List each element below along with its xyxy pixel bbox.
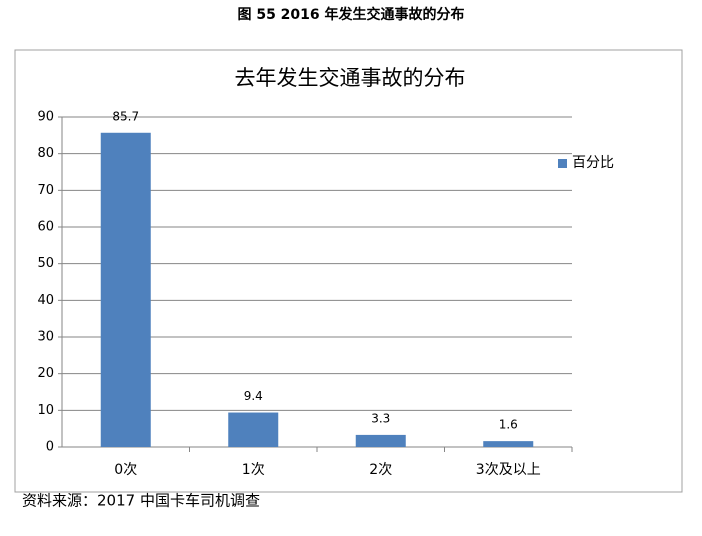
y-tick-label: 0 (46, 440, 54, 455)
chart-title: 去年发生交通事故的分布 (235, 66, 466, 90)
legend-label: 百分比 (572, 155, 614, 171)
x-tick-label: 2次 (369, 462, 392, 478)
source-note: 资料来源：2017 中国卡车司机调查 (22, 492, 260, 510)
y-tick-label: 60 (37, 220, 54, 235)
x-tick-label: 0次 (114, 462, 137, 478)
chart-border (14, 49, 683, 493)
y-tick-label: 50 (37, 256, 54, 271)
data-label: 1.6 (499, 418, 518, 432)
figure-caption: 图 55 2016 年发生交通事故的分布 (237, 6, 464, 23)
bar (483, 441, 534, 447)
data-label: 85.7 (112, 109, 139, 123)
y-tick-label: 70 (37, 183, 54, 198)
y-tick-label: 30 (37, 330, 54, 345)
legend-swatch (558, 159, 567, 168)
bar (100, 132, 151, 447)
y-tick-label: 40 (37, 293, 54, 308)
data-label: 3.3 (371, 411, 390, 425)
bar (228, 412, 279, 447)
y-tick-label: 90 (37, 110, 54, 125)
bar (355, 434, 406, 447)
x-tick-label: 1次 (242, 462, 265, 478)
data-label: 9.4 (244, 389, 263, 403)
y-tick-label: 80 (37, 146, 54, 161)
x-tick-label: 3次及以上 (476, 462, 541, 478)
y-tick-label: 10 (37, 403, 54, 418)
y-tick-label: 20 (37, 366, 54, 381)
